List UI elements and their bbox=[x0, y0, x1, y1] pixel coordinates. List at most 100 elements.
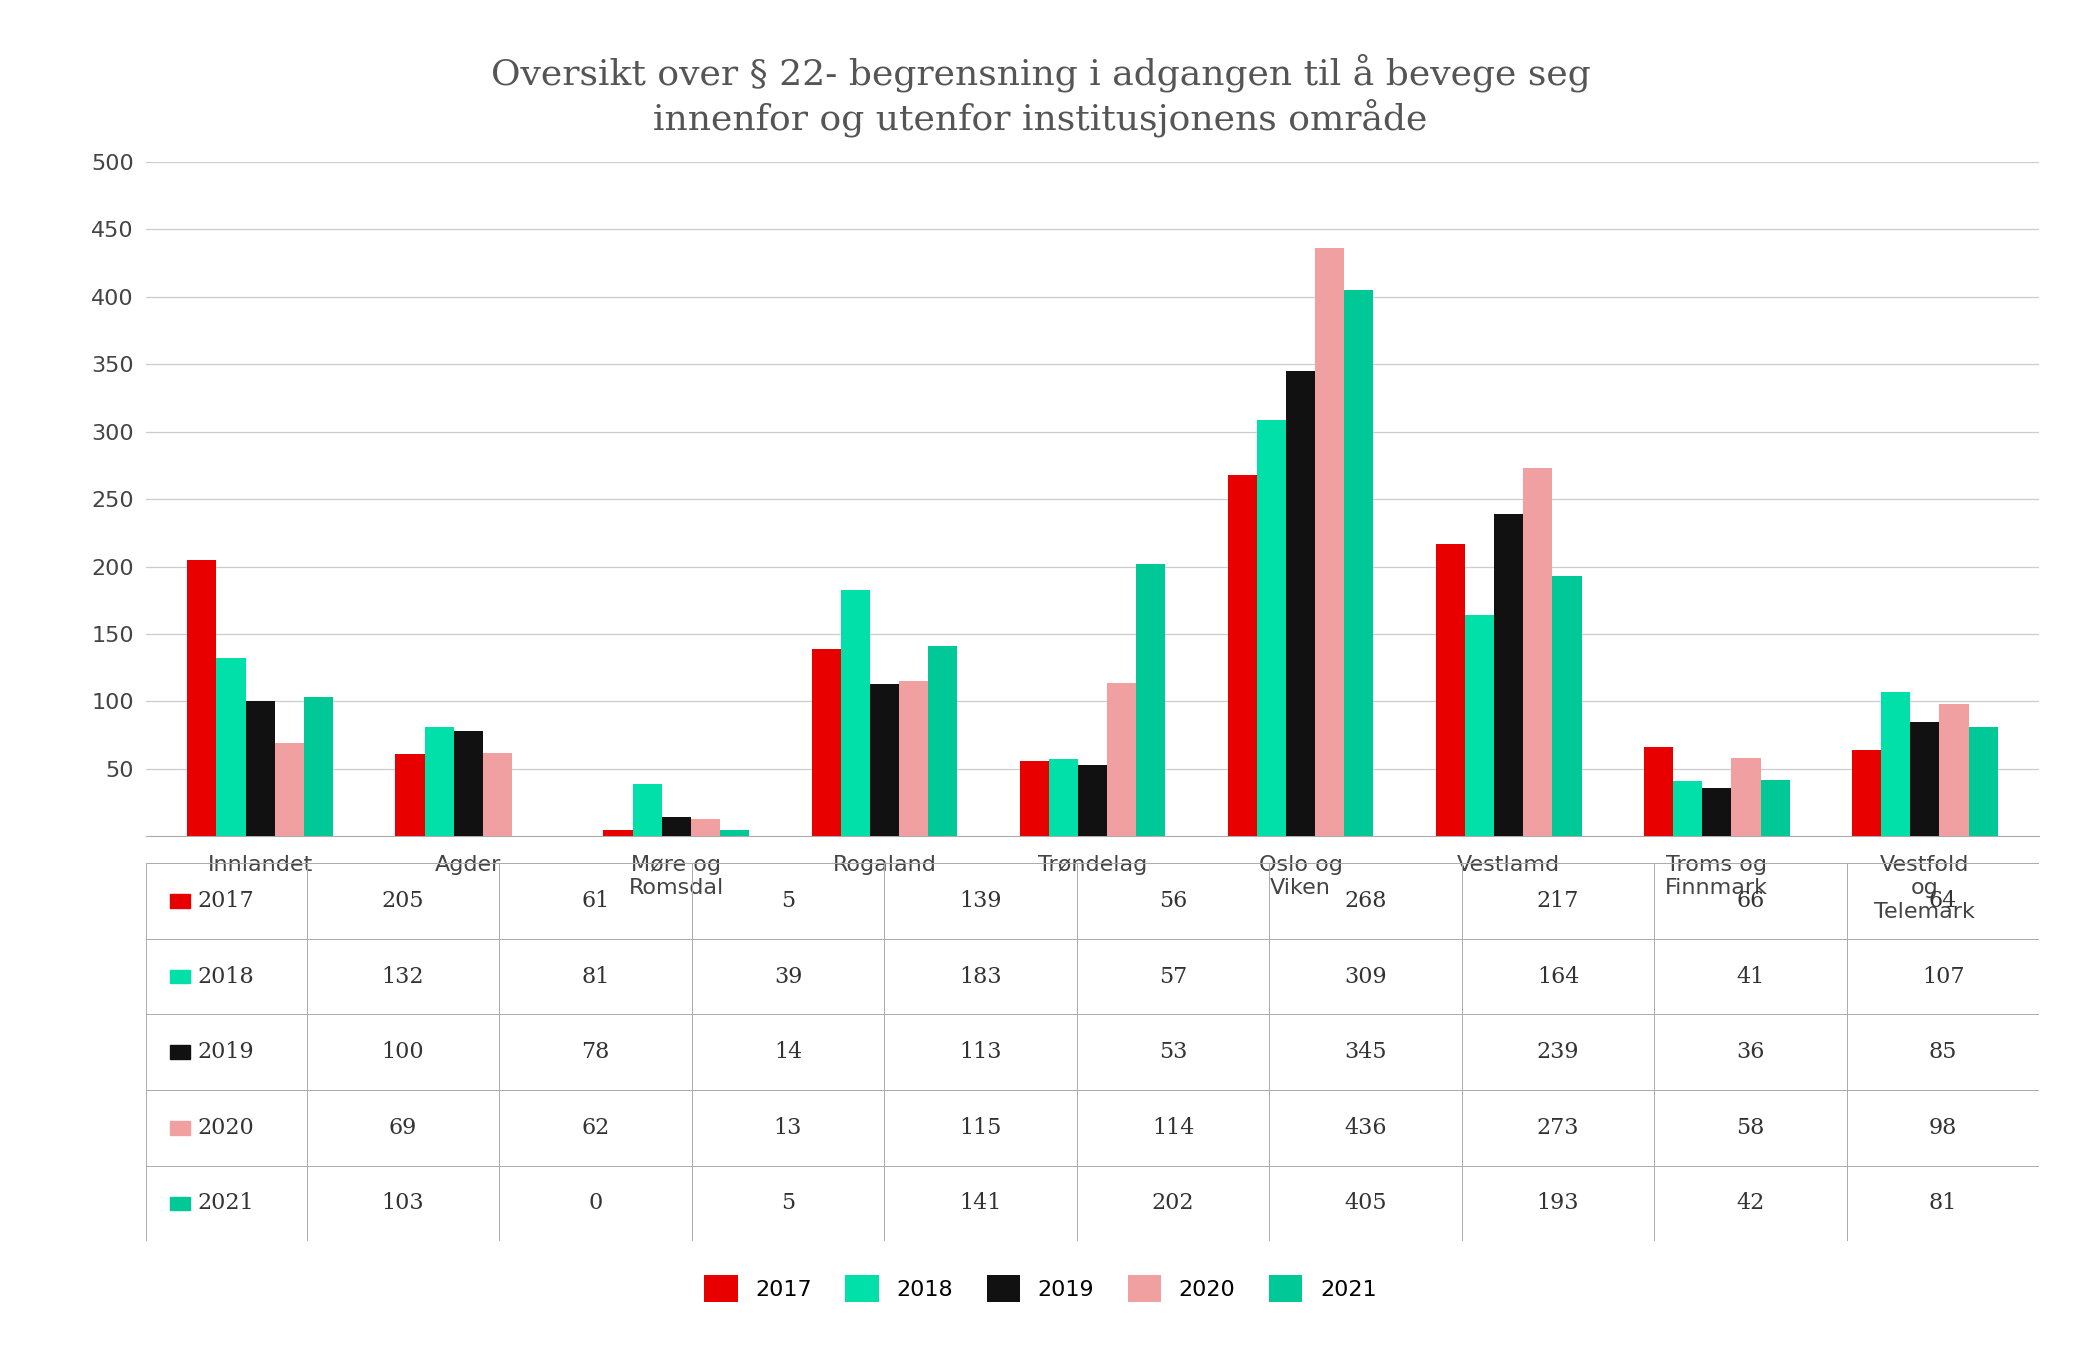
Text: 2017: 2017 bbox=[198, 890, 254, 912]
Bar bbox=[454, 731, 483, 836]
Bar bbox=[1344, 290, 1373, 836]
Bar bbox=[870, 684, 899, 836]
Bar bbox=[1286, 371, 1315, 836]
Text: 309: 309 bbox=[1344, 966, 1386, 987]
Bar bbox=[1910, 722, 1939, 836]
Text: Oversikt over § 22- begrensning i adgangen til å bevege seg
innenfor og utenfor : Oversikt over § 22- begrensning i adgang… bbox=[491, 54, 1590, 138]
Bar bbox=[633, 784, 662, 836]
Bar bbox=[1049, 759, 1078, 836]
Text: 2018: 2018 bbox=[198, 966, 254, 987]
Bar bbox=[1228, 475, 1257, 836]
Text: 81: 81 bbox=[581, 966, 610, 987]
Bar bbox=[246, 701, 275, 836]
Bar bbox=[1673, 781, 1702, 836]
Text: 345: 345 bbox=[1344, 1041, 1386, 1063]
Text: 103: 103 bbox=[381, 1193, 425, 1214]
Text: 100: 100 bbox=[381, 1041, 425, 1063]
Bar bbox=[662, 817, 691, 836]
Text: 57: 57 bbox=[1159, 966, 1186, 987]
Text: 58: 58 bbox=[1736, 1117, 1765, 1139]
Bar bbox=[928, 646, 957, 836]
Bar bbox=[1465, 615, 1494, 836]
Bar bbox=[425, 727, 454, 836]
Bar bbox=[171, 894, 189, 908]
Bar bbox=[603, 830, 633, 836]
Bar bbox=[1020, 761, 1049, 836]
Bar bbox=[1702, 788, 1731, 836]
Text: 239: 239 bbox=[1536, 1041, 1579, 1063]
Text: 141: 141 bbox=[959, 1193, 1001, 1214]
Bar bbox=[1881, 692, 1910, 836]
Bar bbox=[841, 590, 870, 836]
Bar bbox=[171, 970, 189, 983]
Bar bbox=[395, 754, 425, 836]
Bar bbox=[1078, 765, 1107, 836]
Bar bbox=[1523, 468, 1552, 836]
Text: 39: 39 bbox=[774, 966, 801, 987]
Text: 113: 113 bbox=[959, 1041, 1001, 1063]
Text: 273: 273 bbox=[1536, 1117, 1579, 1139]
Text: 14: 14 bbox=[774, 1041, 801, 1063]
Bar bbox=[171, 1121, 189, 1135]
Text: 98: 98 bbox=[1929, 1117, 1958, 1139]
Bar bbox=[899, 681, 928, 836]
Text: 217: 217 bbox=[1538, 890, 1579, 912]
Text: 268: 268 bbox=[1344, 890, 1386, 912]
Bar bbox=[1969, 727, 1998, 836]
Text: 56: 56 bbox=[1159, 890, 1186, 912]
Text: 114: 114 bbox=[1151, 1117, 1194, 1139]
Text: 183: 183 bbox=[959, 966, 1001, 987]
Text: 193: 193 bbox=[1536, 1193, 1579, 1214]
Text: 66: 66 bbox=[1736, 890, 1765, 912]
Text: 5: 5 bbox=[780, 1193, 795, 1214]
Text: 62: 62 bbox=[581, 1117, 610, 1139]
Bar bbox=[1552, 576, 1582, 836]
Text: 41: 41 bbox=[1736, 966, 1765, 987]
Text: 53: 53 bbox=[1159, 1041, 1186, 1063]
Bar bbox=[1107, 683, 1136, 836]
Bar bbox=[1257, 420, 1286, 836]
Bar bbox=[1731, 758, 1761, 836]
Text: 164: 164 bbox=[1538, 966, 1579, 987]
Legend: 2017, 2018, 2019, 2020, 2021: 2017, 2018, 2019, 2020, 2021 bbox=[695, 1265, 1386, 1311]
Bar bbox=[720, 830, 749, 836]
Bar bbox=[812, 649, 841, 836]
Text: 107: 107 bbox=[1923, 966, 1964, 987]
Bar bbox=[1939, 704, 1969, 836]
Bar bbox=[1436, 544, 1465, 836]
Bar bbox=[691, 819, 720, 836]
Text: 115: 115 bbox=[959, 1117, 1001, 1139]
Text: 2021: 2021 bbox=[198, 1193, 254, 1214]
Text: 132: 132 bbox=[381, 966, 425, 987]
Text: 5: 5 bbox=[780, 890, 795, 912]
Text: 85: 85 bbox=[1929, 1041, 1958, 1063]
Bar bbox=[171, 1197, 189, 1210]
Bar bbox=[1644, 747, 1673, 836]
Bar bbox=[304, 697, 333, 836]
Bar bbox=[483, 753, 512, 836]
Text: 0: 0 bbox=[589, 1193, 603, 1214]
Text: 139: 139 bbox=[959, 890, 1001, 912]
Text: 78: 78 bbox=[581, 1041, 610, 1063]
Bar bbox=[1761, 780, 1790, 836]
Bar bbox=[1315, 248, 1344, 836]
Text: 64: 64 bbox=[1929, 890, 1958, 912]
Bar bbox=[1494, 514, 1523, 836]
Text: 13: 13 bbox=[774, 1117, 801, 1139]
Bar bbox=[171, 1045, 189, 1059]
Text: 205: 205 bbox=[381, 890, 425, 912]
Text: 69: 69 bbox=[389, 1117, 416, 1139]
Text: 2020: 2020 bbox=[198, 1117, 254, 1139]
Bar bbox=[187, 560, 216, 836]
Text: 36: 36 bbox=[1736, 1041, 1765, 1063]
Text: 202: 202 bbox=[1151, 1193, 1194, 1214]
Bar bbox=[1852, 750, 1881, 836]
Text: 2019: 2019 bbox=[198, 1041, 254, 1063]
Text: 81: 81 bbox=[1929, 1193, 1958, 1214]
Bar bbox=[216, 658, 246, 836]
Bar bbox=[1136, 564, 1165, 836]
Text: 61: 61 bbox=[581, 890, 610, 912]
Text: 405: 405 bbox=[1344, 1193, 1386, 1214]
Text: 436: 436 bbox=[1344, 1117, 1386, 1139]
Text: 42: 42 bbox=[1736, 1193, 1765, 1214]
